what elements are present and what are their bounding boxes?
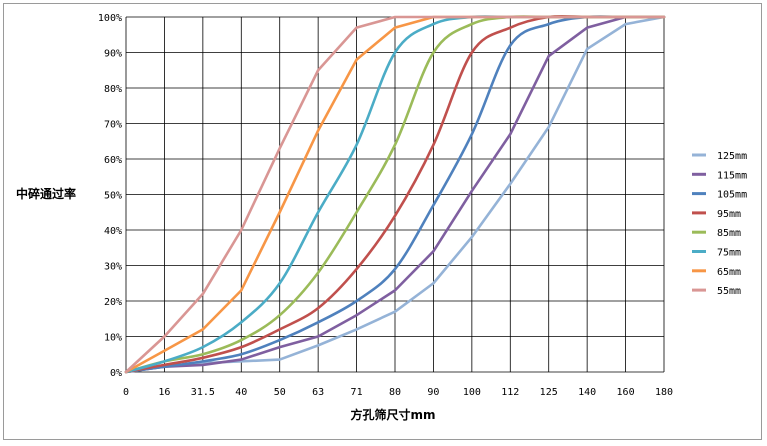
x-tick-label: 140 xyxy=(578,387,596,398)
y-tick-label: 80% xyxy=(104,84,122,95)
y-tick-label: 90% xyxy=(104,49,122,60)
legend-label-125mm: 125mm xyxy=(717,151,747,162)
x-tick-label: 90 xyxy=(427,387,439,398)
x-axis-title: 方孔筛尺寸mm xyxy=(350,407,435,422)
y-axis-title: 中碎通过率 xyxy=(16,186,76,201)
x-tick-label: 0 xyxy=(123,387,129,398)
x-tick-label: 80 xyxy=(389,387,401,398)
legend-label-105mm: 105mm xyxy=(717,190,747,201)
x-tick-label: 180 xyxy=(655,387,673,398)
x-tick-label: 40 xyxy=(235,387,247,398)
legend-label-85mm: 85mm xyxy=(717,228,741,239)
x-tick-label: 50 xyxy=(274,387,286,398)
y-tick-label: 100% xyxy=(98,13,122,24)
x-tick-label: 160 xyxy=(617,387,635,398)
x-tick-label: 63 xyxy=(312,387,324,398)
x-tick-label: 31.5 xyxy=(191,387,215,398)
legend-label-55mm: 55mm xyxy=(717,286,741,297)
y-tick-label: 30% xyxy=(104,262,122,273)
x-tick-label: 112 xyxy=(501,387,519,398)
y-tick-label: 0% xyxy=(110,368,122,379)
y-tick-label: 70% xyxy=(104,120,122,131)
legend-label-65mm: 65mm xyxy=(717,267,741,278)
series-line-115mm xyxy=(124,15,666,374)
y-tick-label: 40% xyxy=(104,226,122,237)
y-tick-label: 10% xyxy=(104,333,122,344)
legend-label-95mm: 95mm xyxy=(717,209,741,220)
series-line-55mm xyxy=(124,15,666,374)
series-line-105mm xyxy=(124,15,666,374)
legend: 125mm 115mm 105mm 95mm 85mm 75mm 65mm 55mm xyxy=(692,151,747,297)
x-tick-label: 16 xyxy=(158,387,170,398)
legend-label-115mm: 115mm xyxy=(717,170,747,181)
x-tick-label: 100 xyxy=(463,387,481,398)
y-tick-label: 60% xyxy=(104,155,122,166)
y-tick-label: 50% xyxy=(104,191,122,202)
y-tick-label: 20% xyxy=(104,297,122,308)
legend-label-75mm: 75mm xyxy=(717,248,741,259)
x-tick-label: 71 xyxy=(351,387,363,398)
x-tick-label: 125 xyxy=(540,387,558,398)
